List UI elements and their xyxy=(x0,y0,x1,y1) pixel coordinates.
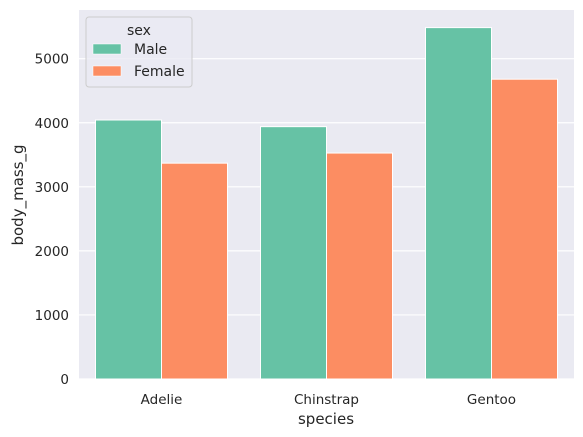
legend-title: sex xyxy=(127,23,151,39)
y-tick-labels: 0 1000 2000 3000 4000 5000 xyxy=(35,52,69,388)
x-tick-label: Adelie xyxy=(141,392,183,408)
y-tick-label: 3000 xyxy=(35,180,69,196)
x-tick-label: Gentoo xyxy=(467,392,516,408)
bar-male-chinstrap xyxy=(260,126,327,380)
y-tick-label: 0 xyxy=(60,372,69,388)
y-tick-label: 5000 xyxy=(35,52,69,68)
bar-female-chinstrap xyxy=(326,152,393,380)
legend-label-male: Male xyxy=(134,42,167,58)
y-tick-label: 2000 xyxy=(35,244,69,260)
bar-male-adelie xyxy=(95,119,162,380)
x-tick-labels: Adelie Chinstrap Gentoo xyxy=(141,392,516,408)
bar-female-gentoo xyxy=(491,78,558,380)
x-axis-label: species xyxy=(298,410,354,428)
y-tick-label: 4000 xyxy=(35,116,69,132)
legend: sex Male Female xyxy=(85,16,193,88)
legend-label-female: Female xyxy=(134,64,185,80)
x-tick-label: Chinstrap xyxy=(294,392,359,408)
y-axis-label: body_mass_g xyxy=(9,144,28,245)
bar-male-gentoo xyxy=(425,27,492,380)
legend-swatch-male xyxy=(92,43,122,55)
bars xyxy=(95,27,558,380)
legend-swatch-female xyxy=(92,65,122,77)
bar-female-adelie xyxy=(161,162,228,380)
y-tick-label: 1000 xyxy=(35,308,69,324)
